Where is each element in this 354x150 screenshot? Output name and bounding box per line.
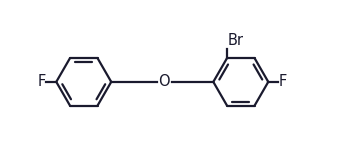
Text: Br: Br — [228, 33, 244, 48]
Text: O: O — [159, 74, 170, 89]
Text: F: F — [37, 74, 45, 89]
Text: F: F — [279, 74, 287, 89]
